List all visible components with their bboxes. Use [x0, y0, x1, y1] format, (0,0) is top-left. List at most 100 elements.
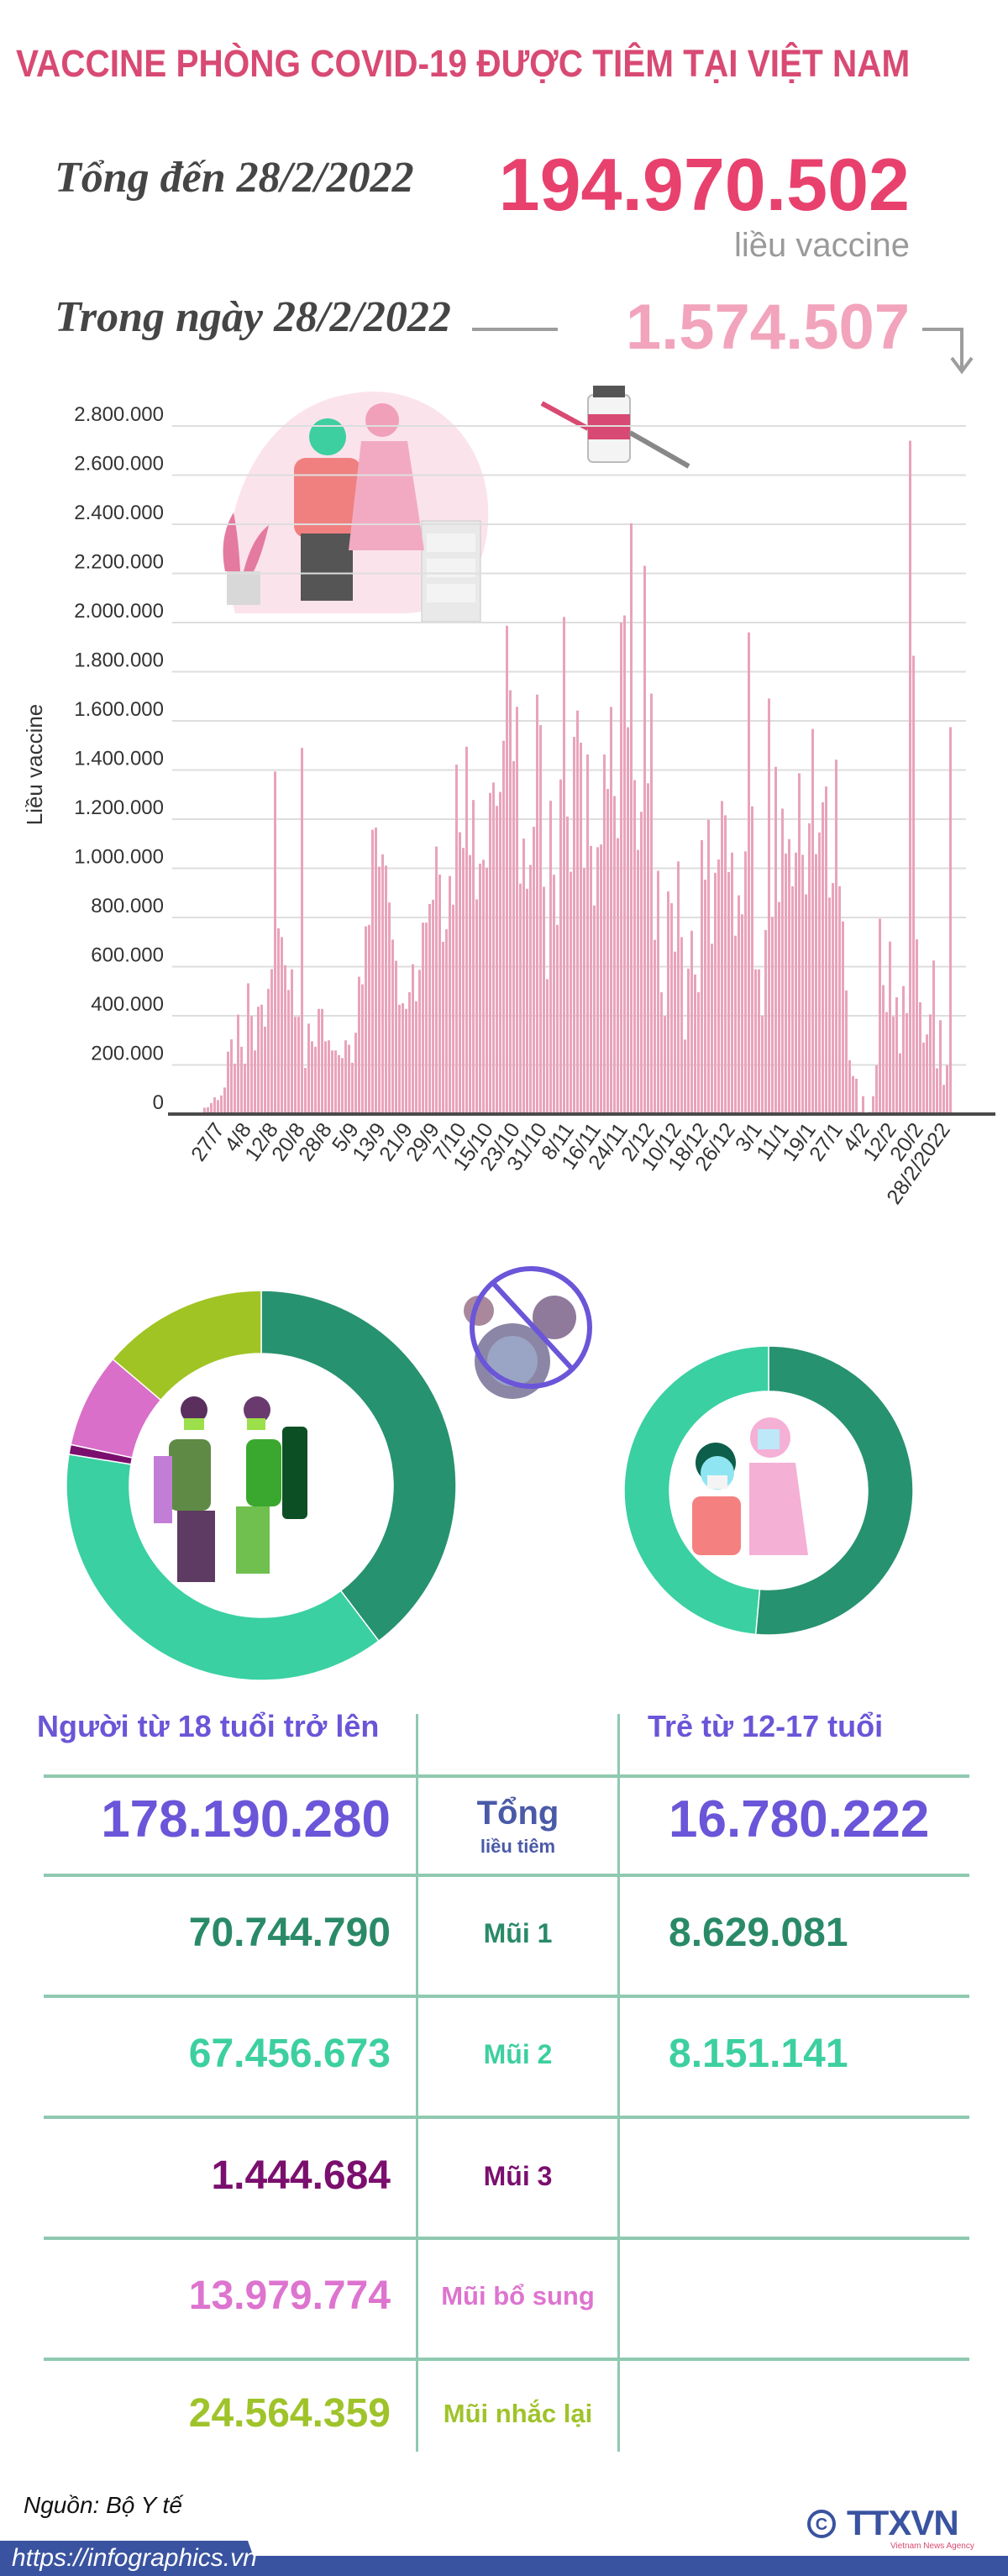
bar — [825, 786, 827, 1114]
bar — [519, 883, 522, 1114]
bar — [714, 872, 717, 1114]
bar — [711, 944, 713, 1114]
bar — [291, 969, 293, 1114]
bar — [512, 760, 515, 1114]
bar — [301, 748, 303, 1114]
y-tick-label: 2.400.000 — [74, 502, 164, 524]
bar — [650, 693, 653, 1114]
bar — [862, 1096, 864, 1114]
total-row-sublabel: liều tiêm — [480, 1836, 556, 1857]
bar — [304, 1068, 307, 1114]
bar — [774, 766, 777, 1114]
bar — [939, 1020, 942, 1114]
bar — [230, 1039, 233, 1114]
y-tick-label: 1.800.000 — [74, 649, 164, 672]
bar — [637, 849, 639, 1114]
row-divider — [44, 2116, 969, 2119]
bar — [815, 854, 817, 1114]
bar — [425, 923, 428, 1114]
bar — [358, 976, 360, 1114]
bar — [633, 780, 636, 1114]
bar — [341, 1058, 344, 1114]
adult-booster-dose-value: 24.564.359 — [188, 2391, 391, 2436]
bar — [741, 914, 743, 1114]
bar — [234, 1064, 236, 1114]
bar — [654, 939, 656, 1114]
child-doses-donut — [623, 1345, 914, 1636]
bar — [213, 1097, 216, 1114]
y-tick-label: 400.000 — [91, 993, 164, 1016]
bars — [203, 440, 952, 1114]
bar — [247, 983, 249, 1114]
bar — [516, 707, 518, 1114]
bar — [771, 917, 774, 1114]
bar — [613, 796, 616, 1114]
bar — [499, 791, 501, 1114]
y-tick-label: 200.000 — [91, 1043, 164, 1065]
bar — [469, 854, 471, 1114]
bar — [529, 865, 532, 1114]
total-label: Tổng đến 28/2/2022 — [55, 154, 414, 202]
bar — [606, 789, 609, 1114]
bar — [479, 863, 481, 1114]
y-tick-label: 1.200.000 — [74, 796, 164, 819]
bar — [435, 846, 438, 1114]
bar — [307, 1023, 310, 1114]
bar — [526, 888, 528, 1114]
bar — [442, 941, 444, 1114]
connector-line — [472, 328, 558, 331]
bar — [402, 1003, 404, 1114]
bar — [610, 707, 612, 1114]
bar — [922, 1042, 925, 1114]
bar — [314, 1046, 317, 1114]
bar — [388, 902, 391, 1114]
bar — [781, 808, 784, 1114]
ttxvn-logo: C TTXVN Vietnam News Agency — [806, 2505, 983, 2556]
bar — [270, 969, 273, 1114]
bar — [418, 970, 421, 1114]
bar — [287, 990, 290, 1114]
bar — [533, 827, 535, 1114]
bar — [576, 710, 579, 1114]
bar — [391, 939, 394, 1114]
adult-column-header: Người từ 18 tuổi trở lên — [37, 1709, 380, 1743]
source-note: Nguồn: Bộ Y tế — [24, 2492, 182, 2518]
bar — [872, 1096, 874, 1114]
bar — [549, 801, 552, 1114]
y-tick-label: 2.800.000 — [74, 403, 164, 426]
total-value: 194.970.502 — [498, 143, 910, 226]
bar — [486, 867, 488, 1114]
bar — [788, 839, 790, 1114]
bar — [321, 1008, 323, 1114]
bar — [630, 523, 633, 1114]
bar — [919, 1001, 921, 1114]
bar — [405, 1008, 407, 1114]
bar — [217, 1100, 219, 1114]
adult-additional-dose-value: 13.979.774 — [188, 2274, 391, 2318]
bar — [929, 1014, 932, 1114]
bar — [617, 838, 619, 1114]
bar — [361, 984, 364, 1114]
daily-label: Trong ngày 28/2/2022 — [55, 293, 451, 341]
total-row-label: Tổng — [476, 1795, 559, 1832]
vaccination-illustration — [223, 392, 489, 623]
bar — [778, 902, 780, 1114]
bar — [462, 848, 465, 1114]
bar — [338, 1054, 340, 1114]
child-dose2-value: 8.151.141 — [669, 2032, 848, 2076]
no-virus-icon — [464, 1266, 592, 1399]
bar — [452, 904, 454, 1114]
bar — [274, 771, 276, 1114]
child-column-header: Trẻ từ 12-17 tuổi — [648, 1709, 884, 1743]
website-link[interactable]: https://infographics.vn — [12, 2544, 257, 2572]
y-tick-label: 0 — [153, 1091, 164, 1114]
bar — [553, 875, 555, 1114]
row-divider — [44, 1874, 969, 1877]
bar — [522, 839, 525, 1114]
bar — [250, 1016, 253, 1114]
bar — [318, 1008, 320, 1114]
bar — [620, 623, 622, 1114]
bar — [879, 918, 881, 1114]
bar — [707, 819, 710, 1114]
bar — [748, 632, 750, 1114]
